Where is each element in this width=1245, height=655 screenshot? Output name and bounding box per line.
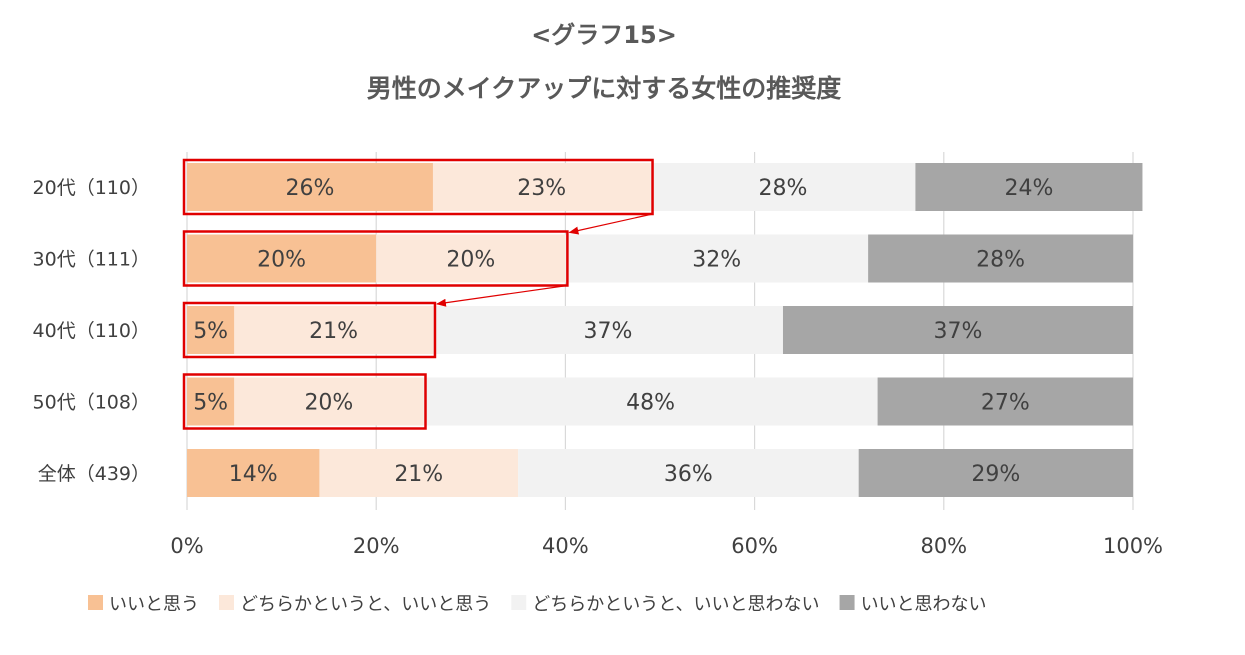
bar-segment <box>187 306 235 354</box>
data-label: 20% <box>446 248 495 273</box>
chart-subtitle: 男性のメイクアップに対する女性の推奨度 <box>367 74 842 103</box>
highlight-box <box>182 230 569 287</box>
data-label: 27% <box>981 391 1030 416</box>
data-label: 20% <box>257 248 306 273</box>
data-label: 14% <box>229 462 278 487</box>
legend-swatch <box>511 595 527 610</box>
bar-segment <box>187 163 433 211</box>
bar-segment <box>915 163 1143 211</box>
bar-segment <box>423 377 878 426</box>
data-label: 32% <box>692 248 741 273</box>
data-label: 24% <box>1004 176 1053 201</box>
highlight-annotations <box>182 158 654 430</box>
bar-segment <box>234 377 424 426</box>
data-label: 21% <box>394 462 443 487</box>
data-label: 5% <box>193 319 228 344</box>
bar-segment <box>565 234 869 283</box>
bar-segment <box>187 449 320 497</box>
data-label: 37% <box>934 319 983 344</box>
bar-segment <box>376 234 566 283</box>
data-label: 37% <box>584 319 633 344</box>
value-axis: 0% 20% 40% 60% 80% 100% <box>170 534 1163 558</box>
data-label: 21% <box>309 319 358 344</box>
data-label: 20% <box>304 391 353 416</box>
category-label: 20代（110） <box>33 177 150 199</box>
legend-label: いいと思わない <box>861 594 987 615</box>
bar-segment <box>877 377 1133 426</box>
tick-label: 0% <box>170 534 203 558</box>
legend-swatch <box>88 595 103 610</box>
data-labels: 26% 23% 28% 24% 20% 20% 32% 28% 5% 21% 37% 37% 5% 20%… <box>193 176 1053 487</box>
data-label: 48% <box>626 391 675 416</box>
legend-label: どちらかというと、いいと思う <box>240 594 491 615</box>
legend-label: いいと思う <box>109 594 199 615</box>
data-label: 36% <box>664 462 713 487</box>
bar-segment <box>868 234 1133 283</box>
bar-segment <box>858 449 1133 497</box>
bar-segment <box>234 306 433 354</box>
bar-segment <box>319 449 519 497</box>
data-label: 5% <box>193 391 228 416</box>
data-label: 28% <box>976 248 1025 273</box>
legend-swatch <box>839 595 855 610</box>
chart-title: <グラフ15> <box>531 21 677 49</box>
legend-label: どちらかというと、いいと思わない <box>532 594 819 615</box>
highlight-box <box>182 301 437 359</box>
bar-segment <box>650 163 916 211</box>
category-label: 50代（108） <box>33 392 150 414</box>
highlight-box <box>182 373 427 430</box>
bar-segment <box>187 234 377 283</box>
category-label: 40代（110） <box>33 320 150 342</box>
data-label: 28% <box>759 176 808 201</box>
highlight-box <box>182 158 654 216</box>
data-label: 26% <box>286 176 335 201</box>
bar-segment <box>518 449 859 497</box>
bar-segment <box>432 163 651 211</box>
category-label: 30代（111） <box>33 249 150 271</box>
bars <box>187 163 1143 497</box>
data-label: 29% <box>971 462 1020 487</box>
bar-segment <box>187 377 235 426</box>
highlight-arrow <box>568 213 653 235</box>
tick-label: 100% <box>1103 534 1163 558</box>
legend-swatch <box>219 595 234 610</box>
tick-label: 80% <box>920 534 967 558</box>
data-label: 23% <box>517 176 566 201</box>
category-label: 全体（439） <box>38 463 150 485</box>
category-axis: 20代（110） 30代（111） 40代（110） 50代（108） 全体（439） <box>33 177 150 485</box>
tick-label: 20% <box>353 534 400 558</box>
tick-label: 40% <box>542 534 589 558</box>
legend: いいと思う どちらかというと、いいと思う どちらかというと、いいと思わない いいと思わ… <box>88 594 987 615</box>
bar-segment <box>782 306 1133 354</box>
highlight-arrow <box>435 284 568 307</box>
bar-segment <box>432 306 783 354</box>
tick-label: 60% <box>731 534 778 558</box>
